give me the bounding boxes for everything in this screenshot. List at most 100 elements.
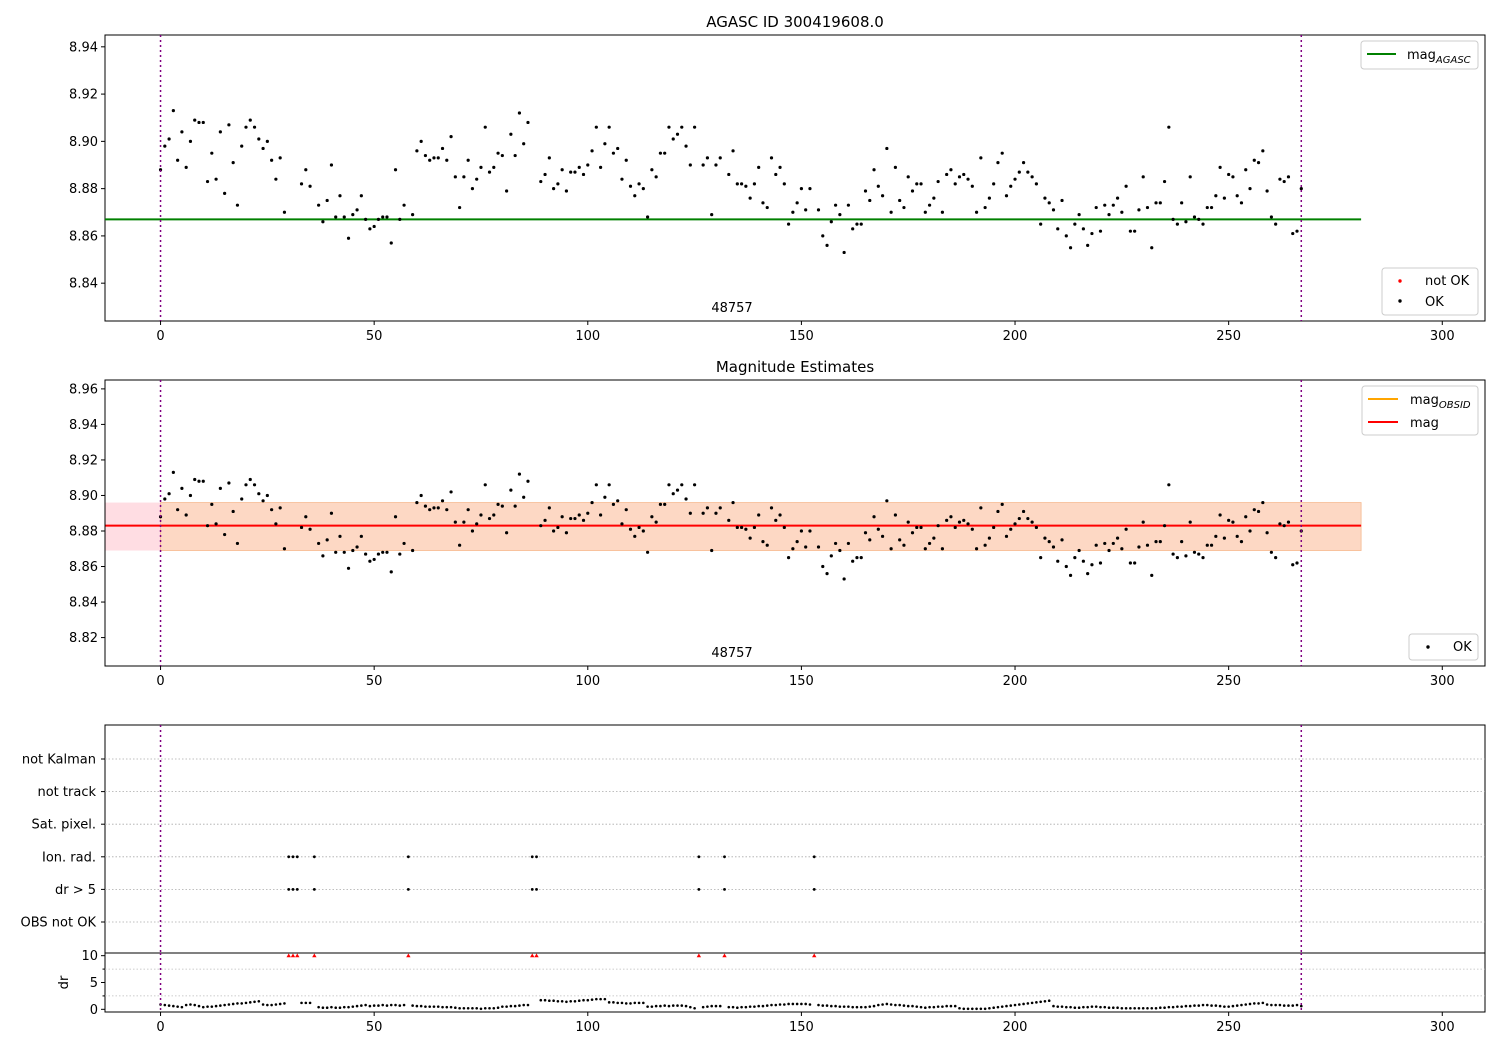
data-point-ok: [1167, 125, 1171, 129]
data-point-ok: [308, 527, 312, 531]
data-point-ok: [744, 527, 748, 531]
data-point-ok: [359, 534, 363, 538]
data-point-ok: [808, 529, 812, 533]
flag-dr5-point: [530, 888, 534, 891]
data-point-ok: [1214, 194, 1218, 198]
data-point-ok: [710, 213, 714, 217]
data-point-ok: [1026, 516, 1030, 521]
x-tick-label: 150: [789, 674, 814, 689]
dr-point: [1000, 1005, 1004, 1008]
data-point-ok: [940, 547, 944, 551]
dr-point: [949, 1004, 953, 1008]
data-point-ok: [240, 497, 244, 501]
data-point-ok: [265, 493, 269, 498]
data-point-ok: [180, 486, 184, 490]
y-tick-label: 8.92: [69, 453, 98, 468]
data-point-ok: [265, 139, 269, 143]
data-point-ok: [915, 182, 919, 186]
data-point-ok: [1094, 205, 1098, 210]
data-point-ok: [1171, 217, 1175, 221]
flag-ion-rad-point: [812, 855, 816, 859]
dr-point: [727, 1005, 731, 1009]
data-point-ok: [543, 172, 547, 177]
data-point-ok: [863, 189, 868, 193]
data-point-ok: [1145, 205, 1150, 210]
data-point-ok: [381, 215, 385, 219]
dr-point: [231, 1002, 235, 1006]
dr-point: [244, 1001, 248, 1005]
data-point-ok: [761, 540, 765, 544]
dr-point: [488, 1006, 491, 1010]
dr-point: [270, 1003, 273, 1007]
dr-point: [689, 1005, 692, 1009]
data-point-ok: [1081, 559, 1085, 563]
dr-point: [248, 1001, 252, 1004]
y-tick-label: 8.90: [69, 135, 98, 150]
dr-point: [1261, 1001, 1265, 1005]
data-point-ok: [1222, 536, 1226, 540]
data-point-ok: [458, 543, 462, 547]
data-point-ok: [462, 175, 466, 179]
dr-point: [953, 1004, 957, 1008]
data-point-ok: [440, 146, 445, 151]
data-point-ok: [846, 541, 851, 546]
dr-point: [402, 1003, 406, 1007]
data-point-ok: [889, 547, 893, 551]
data-point-ok: [966, 177, 970, 181]
data-point-ok: [616, 499, 620, 503]
x-tick-label: 250: [1216, 674, 1241, 689]
dr-point: [714, 1004, 718, 1008]
data-point-ok: [825, 243, 829, 247]
data-point-ok: [346, 566, 351, 570]
dr-point: [1248, 1002, 1252, 1006]
data-point-ok: [1227, 172, 1231, 177]
dr-point: [492, 1006, 496, 1010]
data-point-ok: [1141, 520, 1145, 524]
data-point-ok: [1081, 227, 1085, 231]
data-point-ok: [231, 161, 235, 165]
dr-point: [1035, 1001, 1038, 1004]
data-point-ok: [680, 125, 684, 129]
data-point-ok: [560, 168, 564, 172]
data-point-ok: [1039, 222, 1043, 226]
dr-point: [582, 998, 585, 1002]
data-point-ok: [624, 508, 628, 512]
data-point-ok: [637, 525, 641, 530]
dr-point: [684, 1004, 688, 1008]
dr-point: [607, 1001, 611, 1004]
dr-point: [432, 1005, 436, 1008]
data-point-ok: [586, 511, 590, 515]
dr-point: [736, 1006, 739, 1010]
data-point-ok: [257, 492, 261, 496]
dr-point: [774, 1003, 778, 1007]
data-point-ok: [321, 554, 325, 558]
dr-point: [1287, 1004, 1290, 1007]
data-point-ok: [197, 120, 201, 125]
data-point-ok: [569, 170, 573, 174]
dr-point: [1274, 1003, 1277, 1007]
data-point-ok: [607, 125, 611, 129]
dr-point: [667, 1004, 671, 1008]
data-point-ok: [701, 163, 705, 167]
data-point-ok: [910, 189, 915, 193]
data-point-ok: [1209, 205, 1214, 210]
data-point-ok: [372, 557, 376, 562]
data-point-ok: [184, 165, 188, 169]
data-point-ok: [411, 213, 415, 217]
dr-point: [975, 1007, 978, 1011]
y-tick-label: 10: [81, 949, 98, 964]
x-tick-label: 100: [575, 674, 600, 689]
dr-point: [415, 1004, 419, 1008]
data-point-ok: [1047, 201, 1051, 205]
flag-ion-rad-point: [697, 855, 701, 859]
data-point-ok: [1214, 534, 1218, 538]
data-point-ok: [979, 156, 983, 160]
data-point-ok: [744, 184, 748, 188]
dr-point: [1180, 1005, 1183, 1008]
data-point-ok: [594, 483, 598, 487]
data-point-ok: [833, 203, 838, 207]
data-point-ok: [769, 156, 774, 160]
data-point-ok: [564, 189, 569, 193]
dr-point: [176, 1005, 179, 1008]
dr-point: [1047, 999, 1051, 1003]
